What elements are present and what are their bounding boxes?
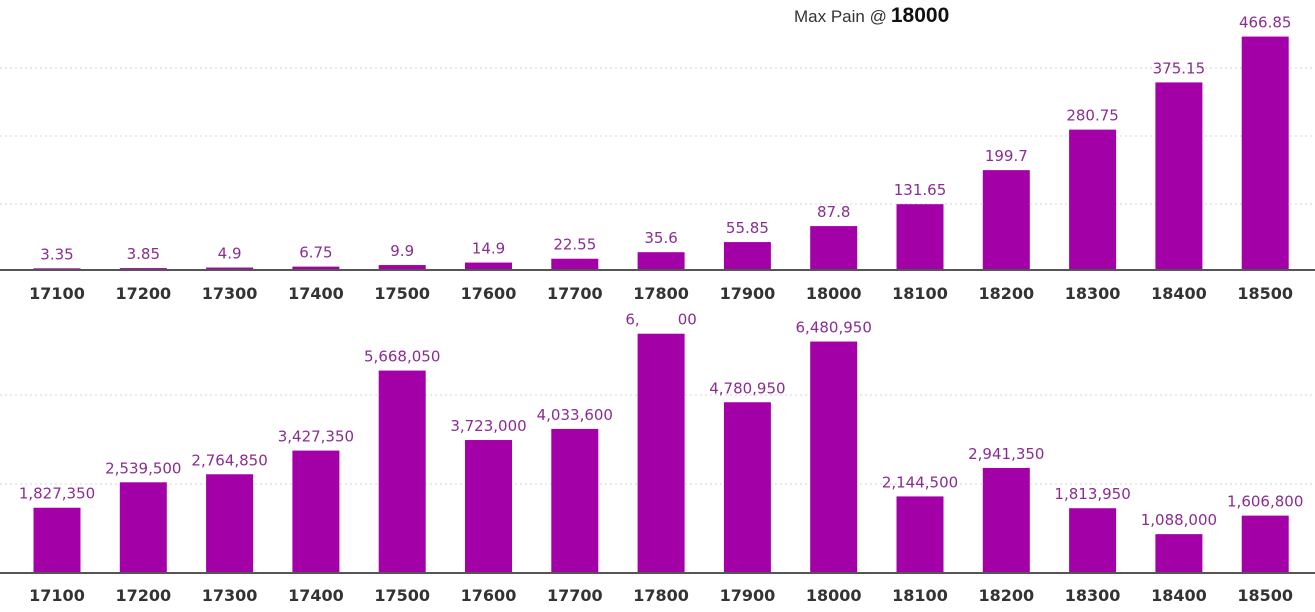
oi-data-label: 4,780,950 xyxy=(709,379,785,397)
oi-bar xyxy=(206,474,254,573)
oi-tick-label: 17400 xyxy=(288,586,344,605)
premium-data-label: 3.85 xyxy=(127,245,160,263)
premium-data-label: 87.8 xyxy=(817,203,850,221)
oi-bar xyxy=(637,333,685,573)
premium-tick-label: 17200 xyxy=(115,284,171,303)
premium-bar xyxy=(1069,129,1117,270)
premium-bar xyxy=(810,226,858,270)
oi-bar xyxy=(465,440,512,573)
premium-data-label: 280.75 xyxy=(1066,107,1119,125)
oi-data-label: 2,764,850 xyxy=(191,451,267,469)
oi-data-label: 3,427,350 xyxy=(278,428,354,446)
oi-bar xyxy=(551,428,599,573)
oi-tick-label: 17900 xyxy=(720,586,776,605)
premium-bar xyxy=(1155,82,1203,270)
max-pain-header: Max Pain @18000 xyxy=(0,0,1315,32)
premium-bar xyxy=(551,258,599,270)
premium-data-label: 466.85 xyxy=(1239,14,1292,32)
oi-tick-label: 18400 xyxy=(1151,586,1207,605)
oi-data-label: 3,723,000 xyxy=(450,417,526,435)
oi-bar xyxy=(810,341,858,573)
premium-data-label: 35.6 xyxy=(644,229,677,247)
premium-tick-label: 17700 xyxy=(547,284,603,303)
oi-tick-label: 17800 xyxy=(633,586,689,605)
oi-data-label: 1,813,950 xyxy=(1054,485,1130,503)
premium-tick-label: 18100 xyxy=(892,284,948,303)
oi-tick-label: 17600 xyxy=(461,586,517,605)
oi-bar xyxy=(723,402,771,573)
oi-data-label: 5,668,050 xyxy=(364,348,440,366)
premium-data-label: 22.55 xyxy=(553,236,596,254)
oi-tick-label: 18000 xyxy=(806,586,862,605)
premium-bar xyxy=(1241,36,1289,271)
oi-tick-label: 17100 xyxy=(29,586,85,605)
oi-bar xyxy=(1241,515,1289,573)
premium-data-label: 131.65 xyxy=(894,181,947,199)
premium-data-label: 14.9 xyxy=(472,240,505,258)
oi-data-label: 6,480,950 xyxy=(796,319,872,337)
premium-bar xyxy=(465,262,512,270)
oi-data-label: 1,606,800 xyxy=(1227,493,1303,511)
premium-bar xyxy=(896,204,944,270)
oi-bar xyxy=(982,467,1030,573)
premium-data-label: 375.15 xyxy=(1153,59,1206,77)
premium-bar xyxy=(292,266,340,270)
premium-bar xyxy=(982,170,1030,270)
premium-tick-label: 17500 xyxy=(374,284,430,303)
oi-data-label: 2,539,500 xyxy=(105,459,181,477)
oi-bar xyxy=(1069,508,1117,573)
oi-bar xyxy=(1155,534,1203,573)
premium-data-label: 3.35 xyxy=(40,245,73,263)
premium-data-label: 55.85 xyxy=(726,219,769,237)
premium-bar xyxy=(378,265,426,270)
oi-tick-label: 17700 xyxy=(547,586,603,605)
oi-bar xyxy=(119,482,167,573)
premium-data-label: 199.7 xyxy=(985,147,1028,165)
oi-tick-label: 18200 xyxy=(978,586,1034,605)
oi-tick-label: 17500 xyxy=(374,586,430,605)
oi-data-label: 2,941,350 xyxy=(968,445,1044,463)
oi-data-label: 6, 00 xyxy=(625,311,697,329)
premium-bar xyxy=(723,242,771,270)
oi-tick-label: 18500 xyxy=(1237,586,1293,605)
oi-bar xyxy=(896,496,944,573)
oi-tick-label: 18100 xyxy=(892,586,948,605)
premium-tick-label: 18300 xyxy=(1065,284,1121,303)
premium-data-label: 4.9 xyxy=(218,245,242,263)
premium-tick-label: 17100 xyxy=(29,284,85,303)
premium-tick-label: 17300 xyxy=(202,284,258,303)
oi-bar xyxy=(292,450,340,573)
premium-tick-label: 17800 xyxy=(633,284,689,303)
max-pain-label: Max Pain @ xyxy=(794,7,887,26)
premium-bar xyxy=(637,252,685,270)
premium-tick-label: 17400 xyxy=(288,284,344,303)
oi-data-label: 2,144,500 xyxy=(882,473,958,491)
premium-tick-label: 18500 xyxy=(1237,284,1293,303)
max-pain-value: 18000 xyxy=(890,4,950,27)
premium-tick-label: 18200 xyxy=(978,284,1034,303)
premium-tick-label: 18400 xyxy=(1151,284,1207,303)
premium-bar xyxy=(206,267,254,270)
oi-tick-label: 17200 xyxy=(115,586,171,605)
premium-tick-label: 17600 xyxy=(461,284,517,303)
oi-data-label: 4,033,600 xyxy=(537,406,613,424)
oi-bar xyxy=(33,507,81,573)
oi-bar xyxy=(378,370,426,573)
premium-tick-label: 18000 xyxy=(806,284,862,303)
premium-tick-label: 17900 xyxy=(720,284,776,303)
oi-data-label: 1,827,350 xyxy=(19,485,95,503)
oi-tick-label: 17300 xyxy=(202,586,258,605)
oi-tick-label: 18300 xyxy=(1065,586,1121,605)
premium-data-label: 6.75 xyxy=(299,244,332,262)
oi-data-label: 1,088,000 xyxy=(1141,511,1217,529)
premium-data-label: 9.9 xyxy=(390,242,414,260)
